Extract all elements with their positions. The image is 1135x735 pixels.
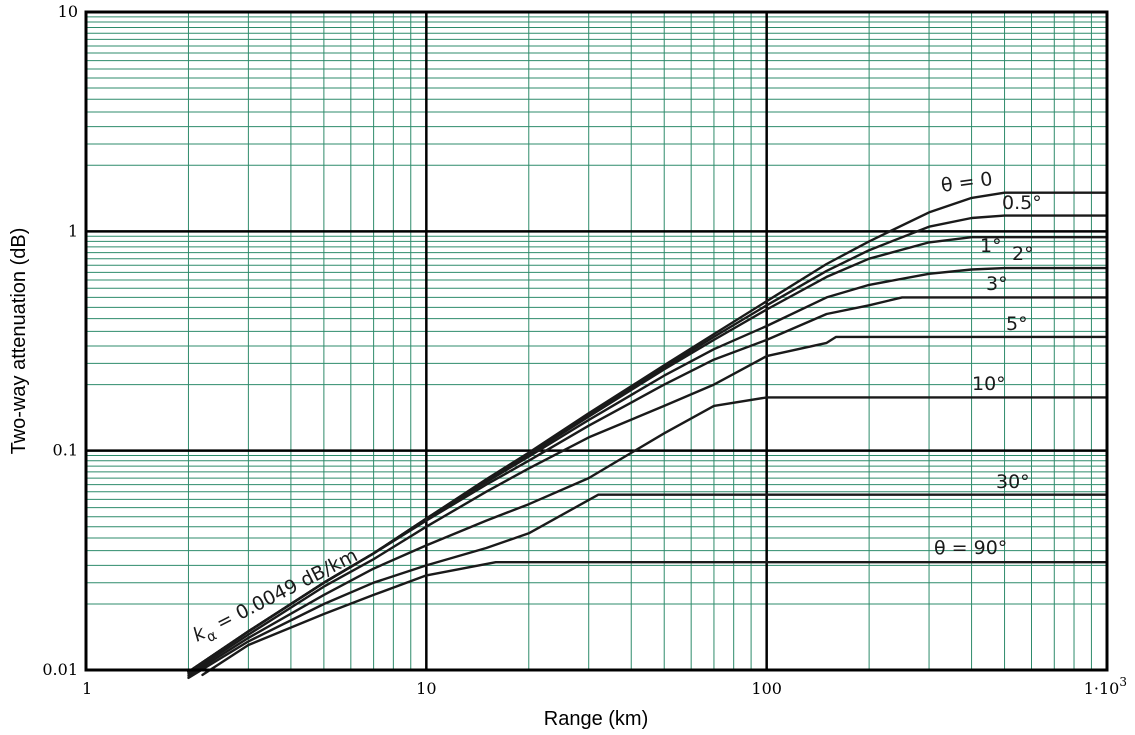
series-line-6 [187,396,1109,678]
series-line-7 [187,493,1109,680]
y-tick-label: 0.01 [42,660,78,679]
series-label-5: 5° [1006,313,1028,335]
series-line-3 [187,266,1109,674]
series-label-7: 30° [996,471,1030,493]
series-label-3: 2° [1012,243,1034,265]
y-tick-label: 10 [58,2,78,21]
series-label-1: 0.5° [1002,192,1042,214]
series-label-8: θ = 90° [934,537,1007,559]
series-line-2 [187,236,1109,674]
y-tick-label: 0.1 [53,441,78,460]
series-line-8 [201,561,1109,677]
grid-layer [86,12,1107,670]
x-tick-label: 1·103 [1084,675,1127,698]
x-axis-title: Range (km) [544,708,648,730]
series-label-4: 3° [986,273,1008,295]
y-tick-label: 1 [68,221,78,240]
tick-labels: 1 10 100 1·103 0.01 0.1 1 10 [42,2,1127,698]
x-tick-label: 100 [751,679,782,698]
y-axis-title: Two-way attenuation (dB) [8,228,30,455]
x-tick-label: 10 [416,679,436,698]
series-line-0 [187,191,1109,674]
series-label-0: θ = 0 [940,168,994,197]
series-labels: θ = 0 0.5°1° 2°3° 5° 10° 30° θ = 90° [934,168,1042,559]
x-tick-label: 1 [82,679,92,698]
series-line-4 [187,296,1109,674]
series-label-6: 10° [972,373,1006,395]
series-line-5 [187,335,1109,676]
series-layer [187,191,1109,680]
plot-frame [84,10,1109,672]
series-label-2: 1° [980,235,1002,257]
